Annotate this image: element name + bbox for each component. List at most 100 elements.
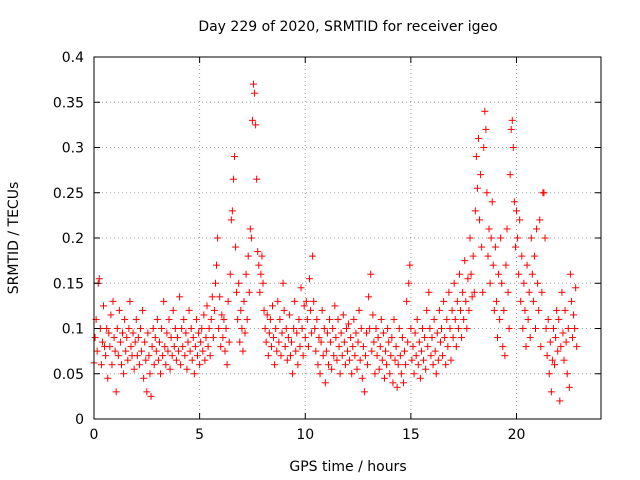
x-tick-label: 10 [296, 427, 314, 443]
data-point [407, 325, 415, 332]
data-point [311, 325, 319, 332]
data-point [337, 329, 345, 337]
data-point [410, 370, 418, 378]
data-point [371, 370, 379, 378]
data-point [161, 343, 169, 351]
data-point [374, 334, 382, 342]
data-point [358, 374, 366, 382]
data-point [186, 347, 194, 355]
data-point [451, 315, 459, 323]
data-point [238, 325, 246, 332]
data-point [485, 225, 493, 233]
data-point [537, 343, 545, 351]
data-point [183, 365, 191, 373]
data-point [252, 121, 260, 129]
data-point [412, 352, 420, 360]
data-point [525, 288, 533, 296]
data-point [454, 325, 462, 332]
data-point [272, 325, 280, 332]
data-point [528, 270, 536, 278]
data-point [476, 216, 484, 224]
data-point [360, 388, 368, 396]
data-point [514, 234, 522, 242]
data-point [481, 107, 489, 115]
data-point [197, 338, 205, 346]
data-point [310, 297, 318, 305]
data-point [220, 315, 228, 323]
data-point [541, 234, 549, 242]
data-point [116, 338, 124, 346]
data-point [376, 343, 384, 351]
data-point [378, 356, 386, 364]
data-point [338, 352, 346, 360]
data-point [565, 383, 573, 391]
data-point [348, 370, 356, 378]
data-point [285, 311, 293, 319]
data-point [552, 334, 560, 342]
data-point [336, 370, 344, 378]
data-point [166, 365, 174, 373]
data-point [417, 347, 425, 355]
data-point [379, 329, 387, 337]
data-point [170, 343, 178, 351]
data-point [502, 261, 510, 269]
data-point [93, 347, 101, 355]
data-point [498, 279, 506, 287]
data-point [411, 329, 419, 337]
data-point [439, 352, 447, 360]
data-point [421, 334, 429, 342]
data-point [226, 270, 234, 278]
data-point [228, 207, 236, 215]
data-point [107, 311, 115, 319]
data-point [477, 171, 485, 179]
data-point [176, 293, 184, 301]
data-point [450, 279, 458, 287]
data-point [235, 279, 243, 287]
data-point [135, 361, 143, 369]
data-point [503, 225, 511, 233]
data-point [352, 329, 360, 337]
data-point [357, 325, 365, 332]
data-point [366, 325, 374, 332]
data-point [198, 325, 206, 332]
data-point [318, 306, 326, 314]
data-point [433, 329, 441, 337]
data-point [418, 325, 426, 332]
data-point [447, 356, 455, 364]
data-point [307, 306, 315, 314]
data-point [434, 356, 442, 364]
data-point [368, 347, 376, 355]
data-point [190, 370, 198, 378]
data-point [288, 338, 296, 346]
data-point [335, 343, 343, 351]
data-point [144, 329, 152, 337]
data-point [501, 352, 509, 360]
data-point [544, 315, 552, 323]
data-point [242, 270, 250, 278]
data-point [393, 383, 401, 391]
data-point [157, 370, 165, 378]
data-point [551, 361, 559, 369]
data-point [209, 334, 217, 342]
data-point [387, 352, 395, 360]
data-point [153, 315, 161, 323]
x-tick-label: 0 [90, 427, 99, 443]
data-point [91, 334, 99, 342]
data-point [527, 234, 535, 242]
data-point [152, 347, 160, 355]
data-point [457, 306, 465, 314]
data-point [363, 329, 371, 337]
data-point [244, 252, 252, 260]
data-point [97, 361, 105, 369]
data-point [149, 325, 157, 332]
data-point [189, 334, 197, 342]
data-point [435, 306, 443, 314]
data-point [449, 334, 457, 342]
data-point [486, 279, 494, 287]
data-point [554, 347, 562, 355]
data-point [351, 352, 359, 360]
data-point [392, 343, 400, 351]
axis-ticks: 0 0.05 0.1 0.15 0.2 0.25 0.3 0.35 0.4 0 5 10 15 20 [53, 50, 601, 443]
data-point [530, 252, 538, 260]
data-point [470, 288, 478, 296]
